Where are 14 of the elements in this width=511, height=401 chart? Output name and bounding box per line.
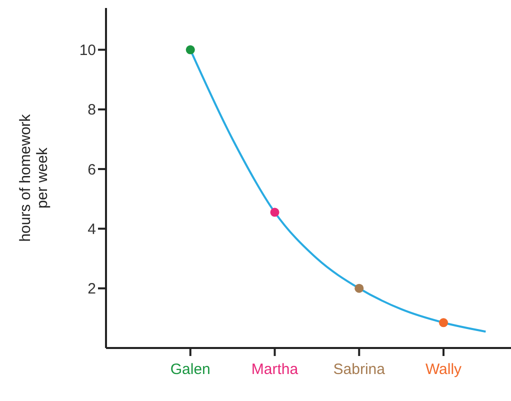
y-tick-label: 8 [88, 102, 96, 119]
y-axis-title: hours of homework per week [17, 114, 51, 242]
x-tick-label: Wally [425, 361, 462, 378]
y-tick-label: 2 [88, 280, 96, 298]
point [270, 208, 280, 217]
y-tick-label: 4 [88, 221, 96, 238]
point [186, 45, 195, 54]
x-tick-label: Galen [170, 361, 210, 378]
x-tick-label: Martha [251, 361, 299, 378]
y-tick-label: 6 [88, 161, 96, 178]
point [354, 284, 364, 293]
x-tick-label: Sabrina [333, 361, 386, 378]
y-tick-label: 10 [79, 42, 96, 60]
point [438, 318, 448, 328]
